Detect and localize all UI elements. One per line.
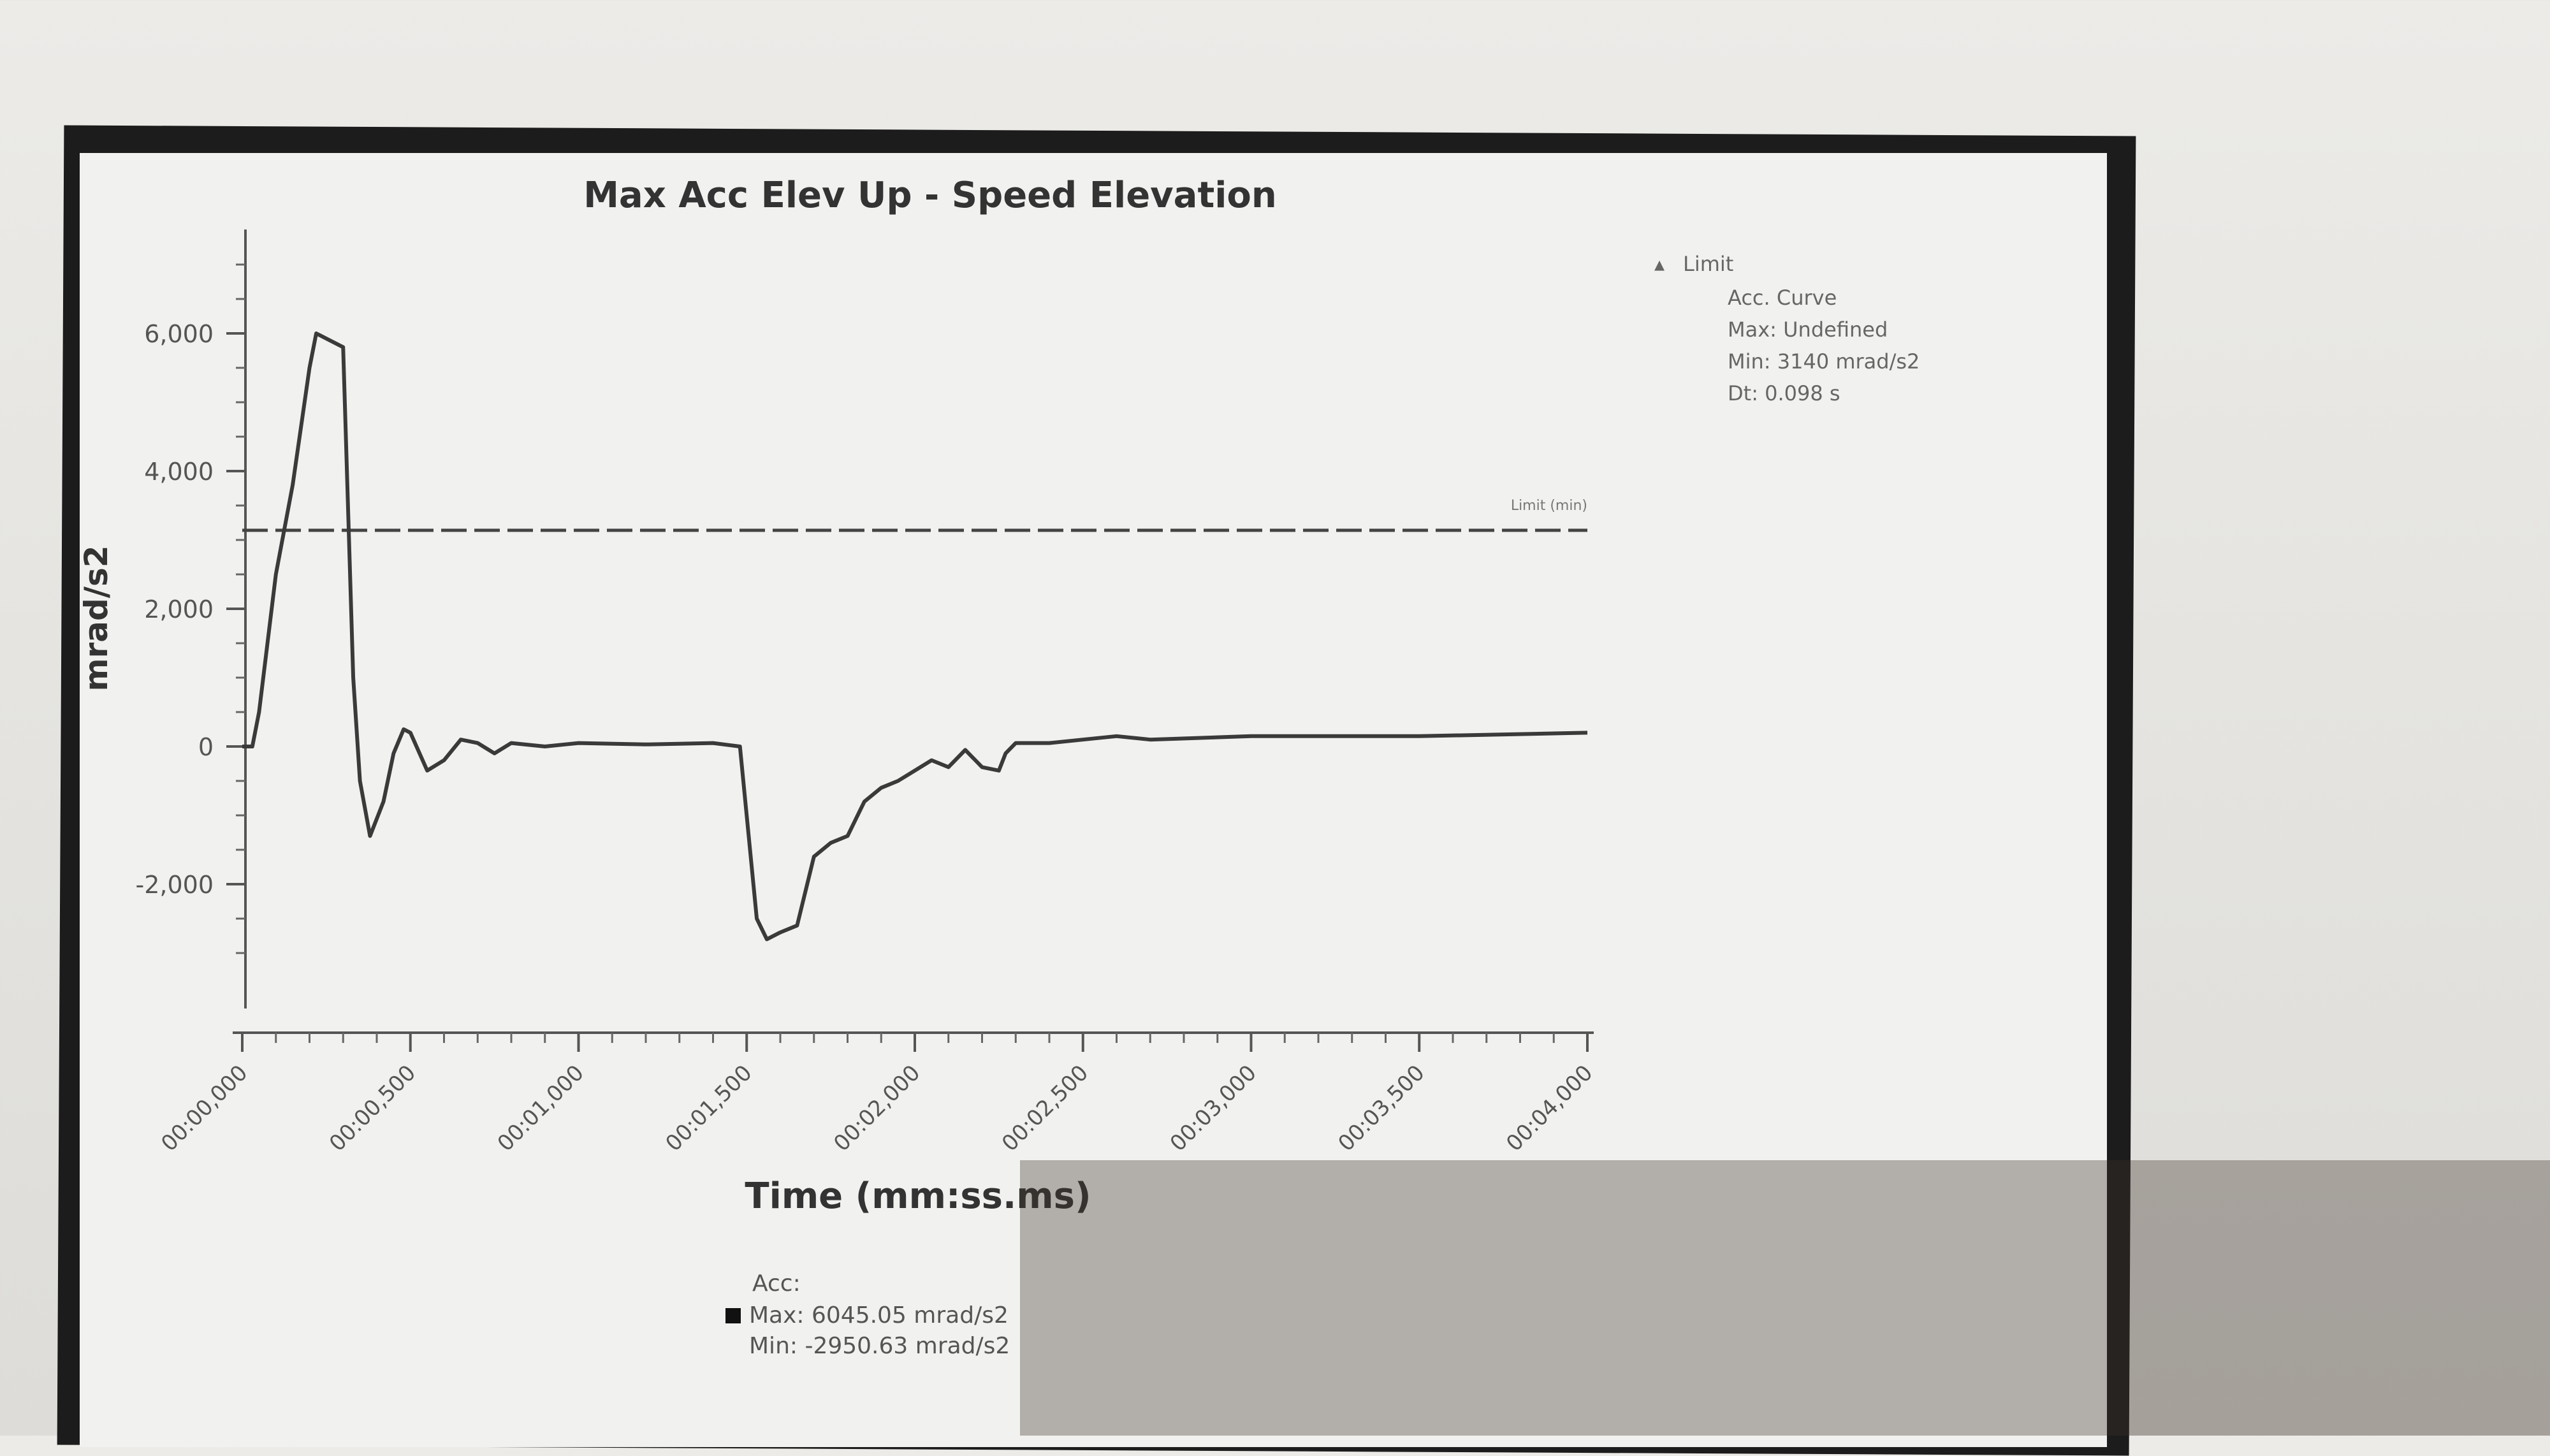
legend-top-line: Dt: 0.098 s <box>1728 381 1840 405</box>
y-tick-label: -2,000 <box>136 871 214 899</box>
y-tick-label: 6,000 <box>144 320 214 348</box>
legend-bottom-title: Acc: <box>752 1270 801 1297</box>
legend-bottom-swatch <box>725 1308 741 1323</box>
limit-label: Limit (min) <box>1511 498 1587 514</box>
x-tick-label: 00:01,000 <box>493 1060 589 1156</box>
x-tick-label: 00:02,500 <box>997 1060 1093 1156</box>
legend-bottom-line: Min: -2950.63 mrad/s2 <box>749 1333 1010 1359</box>
y-tick-label: 4,000 <box>144 458 214 486</box>
y-tick-label: 0 <box>198 733 214 761</box>
legend-top-line: Acc. Curve <box>1728 286 1837 310</box>
x-tick-label: 00:00,000 <box>156 1060 252 1156</box>
shadow <box>1020 1160 2550 1436</box>
chart-title: Max Acc Elev Up - Speed Elevation <box>583 175 1277 216</box>
legend-top-title: Limit <box>1683 252 1733 276</box>
legend-top-line: Min: 3140 mrad/s2 <box>1728 349 1920 374</box>
x-tick-label: 00:03,000 <box>1165 1060 1262 1156</box>
x-tick-label: 00:00,500 <box>324 1060 421 1156</box>
y-tick-label: 2,000 <box>144 595 214 623</box>
legend-bottom-line: Max: 6045.05 mrad/s2 <box>749 1302 1009 1329</box>
x-tick-label: 00:04,000 <box>1501 1060 1598 1156</box>
x-tick-label: 00:03,500 <box>1334 1060 1430 1156</box>
legend-bottom: Acc: Max: 6045.05 mrad/s2 Min: -2950.63 … <box>725 1270 1010 1359</box>
x-tick-label: 00:02,000 <box>829 1060 925 1156</box>
y-axis-label: mrad/s2 <box>78 545 115 691</box>
x-tick-label: 00:01,500 <box>661 1060 757 1156</box>
legend-top-marker: ▴ <box>1654 252 1665 276</box>
legend-top: ▴ Limit Acc. Curve Max: Undefined Min: 3… <box>1654 252 1920 405</box>
series-line-acc <box>242 333 1587 939</box>
legend-top-line: Max: Undefined <box>1728 317 1888 342</box>
